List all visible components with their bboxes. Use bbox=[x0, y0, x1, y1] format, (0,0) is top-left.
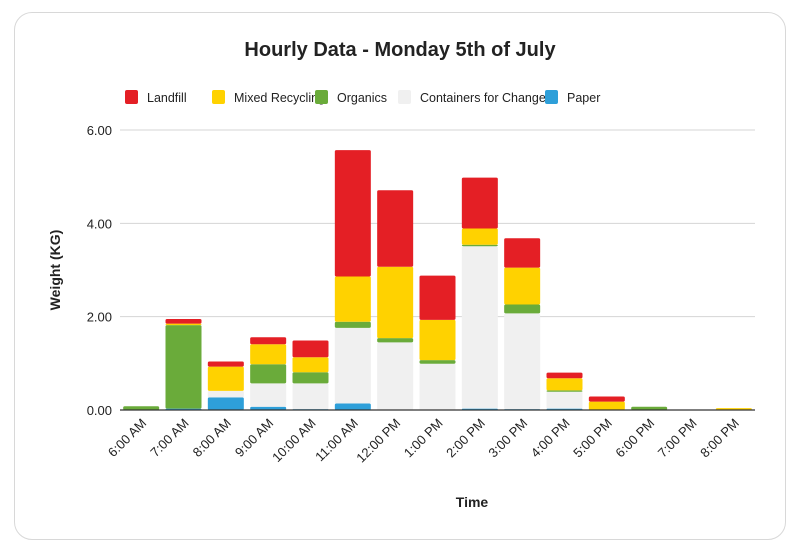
x-tick-label: 12:00 PM bbox=[353, 416, 403, 466]
bar-segment-containers-for-change[interactable] bbox=[546, 391, 583, 409]
bar-segment-landfill[interactable] bbox=[588, 396, 625, 402]
bar-segment-landfill[interactable] bbox=[250, 337, 287, 345]
bar-segment-mixed-recycling[interactable] bbox=[588, 401, 625, 410]
bar-segment-mixed-recycling[interactable] bbox=[292, 357, 329, 373]
legend-swatch bbox=[212, 90, 225, 104]
bar-segment-organics[interactable] bbox=[546, 390, 583, 392]
legend-item-landfill[interactable]: Landfill bbox=[125, 90, 187, 105]
x-tick-label: 7:00 PM bbox=[655, 416, 700, 461]
bar-segment-containers-for-change[interactable] bbox=[292, 383, 329, 410]
x-tick-label: 6:00 PM bbox=[612, 416, 657, 461]
bar-segment-paper[interactable] bbox=[207, 397, 244, 410]
bar-segment-mixed-recycling[interactable] bbox=[334, 276, 371, 322]
x-tick-label: 5:00 PM bbox=[570, 416, 615, 461]
bar-segment-organics[interactable] bbox=[334, 321, 371, 328]
x-tick-label: 6:00 AM bbox=[105, 416, 149, 460]
bar-segment-organics[interactable] bbox=[250, 364, 287, 384]
legend-swatch bbox=[315, 90, 328, 104]
x-axis-label: Time bbox=[456, 494, 489, 510]
x-tick-label: 7:00 AM bbox=[147, 416, 191, 460]
y-tick-label: 2.00 bbox=[87, 310, 112, 325]
bar-segment-mixed-recycling[interactable] bbox=[250, 344, 287, 365]
bar-segment-landfill[interactable] bbox=[377, 190, 414, 267]
legend-swatch bbox=[398, 90, 411, 104]
bar-segment-organics[interactable] bbox=[419, 360, 456, 364]
bar-segment-organics[interactable] bbox=[292, 372, 329, 384]
bar-segment-landfill[interactable] bbox=[461, 177, 498, 229]
legend-label: Organics bbox=[337, 91, 387, 105]
legend-label: Landfill bbox=[147, 91, 187, 105]
bar-segment-landfill[interactable] bbox=[334, 150, 371, 277]
bar-segment-containers-for-change[interactable] bbox=[504, 313, 541, 410]
bar-segment-landfill[interactable] bbox=[546, 372, 583, 379]
bar-segment-organics[interactable] bbox=[631, 406, 668, 410]
legend-swatch bbox=[545, 90, 558, 104]
x-tick-label: 8:00 PM bbox=[697, 416, 742, 461]
x-tick-label: 4:00 PM bbox=[528, 416, 573, 461]
y-tick-label: 4.00 bbox=[87, 216, 112, 231]
legend-label: Containers for Change bbox=[420, 91, 546, 105]
y-tick-label: 6.00 bbox=[87, 123, 112, 138]
x-tick-label: 1:00 PM bbox=[401, 416, 446, 461]
legend-item-paper[interactable]: Paper bbox=[545, 90, 600, 105]
bar-segment-mixed-recycling[interactable] bbox=[461, 228, 498, 245]
legend-swatch bbox=[125, 90, 138, 104]
bar-segment-organics[interactable] bbox=[377, 338, 414, 343]
legend-item-organics[interactable]: Organics bbox=[315, 90, 387, 105]
legend-label: Paper bbox=[567, 91, 600, 105]
y-tick-label: 0.00 bbox=[87, 403, 112, 418]
bar-segment-mixed-recycling[interactable] bbox=[165, 323, 202, 326]
bar-segment-organics[interactable] bbox=[504, 304, 541, 314]
bar-segment-landfill[interactable] bbox=[165, 319, 202, 324]
bar-segment-landfill[interactable] bbox=[419, 275, 456, 320]
legend-item-containers-for-change[interactable]: Containers for Change bbox=[398, 90, 546, 105]
x-tick-label: 3:00 PM bbox=[485, 416, 530, 461]
bar-segment-mixed-recycling[interactable] bbox=[504, 267, 541, 305]
bar-segment-mixed-recycling[interactable] bbox=[546, 378, 583, 391]
bar-segment-containers-for-change[interactable] bbox=[250, 383, 287, 407]
x-tick-label: 8:00 AM bbox=[190, 416, 234, 460]
legend-item-mixed-recycling[interactable]: Mixed Recycling bbox=[212, 90, 325, 105]
bar-segment-organics[interactable] bbox=[461, 244, 498, 247]
x-tick-label: 11:00 AM bbox=[312, 416, 361, 465]
bar-segment-mixed-recycling[interactable] bbox=[419, 319, 456, 361]
bar-segment-organics[interactable] bbox=[123, 406, 160, 410]
bar-segment-containers-for-change[interactable] bbox=[419, 363, 456, 410]
bar-segment-paper[interactable] bbox=[250, 406, 287, 410]
legend-label: Mixed Recycling bbox=[234, 91, 325, 105]
x-tick-label: 2:00 PM bbox=[443, 416, 488, 461]
bar-segment-landfill[interactable] bbox=[292, 340, 329, 358]
bar-segment-containers-for-change[interactable] bbox=[207, 390, 244, 398]
bar-segment-containers-for-change[interactable] bbox=[461, 246, 498, 409]
bar-segment-mixed-recycling[interactable] bbox=[377, 266, 414, 339]
bar-segment-landfill[interactable] bbox=[504, 238, 541, 268]
bar-segment-mixed-recycling[interactable] bbox=[207, 366, 244, 391]
bar-segment-containers-for-change[interactable] bbox=[377, 342, 414, 410]
bar-segment-containers-for-change[interactable] bbox=[334, 327, 371, 404]
chart-title: Hourly Data - Monday 5th of July bbox=[244, 39, 556, 61]
bar-segment-paper[interactable] bbox=[334, 403, 371, 410]
bar-segment-landfill[interactable] bbox=[207, 361, 244, 367]
y-axis-label: Weight (KG) bbox=[47, 230, 63, 311]
bar-segment-organics[interactable] bbox=[165, 325, 202, 409]
x-tick-label: 10:00 AM bbox=[269, 416, 318, 465]
